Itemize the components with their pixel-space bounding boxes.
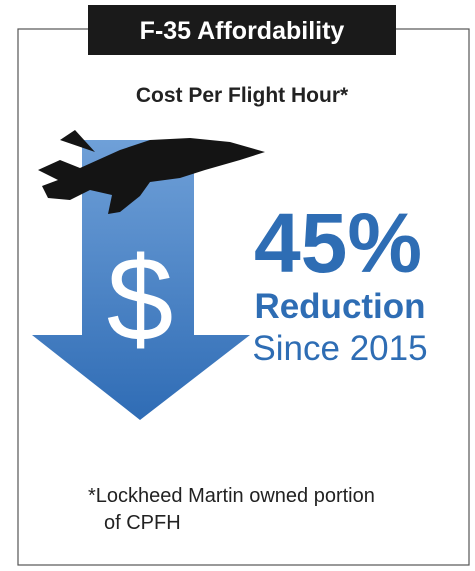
stat-since: Since 2015 bbox=[252, 329, 427, 368]
title: F-35 Affordability bbox=[140, 17, 345, 45]
footnote-line: of CPFH bbox=[104, 512, 181, 534]
footnote-line: *Lockheed Martin owned portion bbox=[88, 485, 375, 507]
dollar-sign: $ bbox=[107, 232, 174, 366]
subtitle: Cost Per Flight Hour* bbox=[136, 84, 349, 107]
page: F-35 Affordability Cost Per Flight Hour*… bbox=[0, 0, 475, 571]
stat-value: 45% bbox=[254, 196, 422, 290]
stat-label: Reduction bbox=[254, 287, 425, 326]
infographic: F-35 Affordability Cost Per Flight Hour*… bbox=[0, 0, 475, 571]
